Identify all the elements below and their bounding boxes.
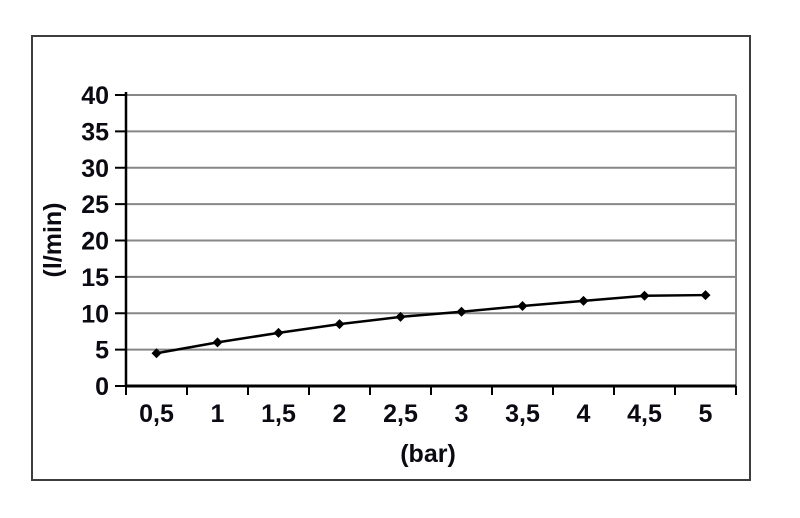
y-axis-title: (l/min) [39, 203, 67, 278]
x-tick-label: 4 [577, 400, 591, 428]
data-point-marker [212, 337, 223, 348]
y-tick-label: 35 [81, 118, 109, 146]
x-tick-label: 1 [211, 400, 225, 428]
data-point-marker [273, 327, 284, 338]
y-tick-label: 30 [81, 155, 109, 183]
data-point-marker [456, 306, 467, 317]
data-point-marker [395, 311, 406, 322]
x-tick-label: 0,5 [139, 400, 174, 428]
x-tick-label: 5 [699, 400, 713, 428]
x-axis-title: (bar) [400, 440, 456, 468]
x-tick-label: 4,5 [627, 400, 662, 428]
y-tick-label: 25 [81, 191, 109, 219]
x-tick-label: 2 [333, 400, 347, 428]
data-point-marker [151, 348, 162, 359]
data-point-marker [517, 300, 528, 311]
series-line [156, 293, 706, 355]
x-tick-label: 2,5 [383, 400, 418, 428]
y-tick-label: 20 [81, 228, 109, 256]
y-tick-label: 10 [81, 300, 109, 328]
x-tick-label: 1,5 [261, 400, 296, 428]
x-tick-label: 3,5 [505, 400, 540, 428]
chart-frame: 0 5 10 15 20 25 30 35 40 0,5 1 1,5 2 2,5 3 3,5 4 4,5 5 (l/m… [31, 35, 751, 481]
data-point-marker [578, 295, 589, 306]
data-point-marker [334, 319, 345, 330]
flow-line-chart: 0 5 10 15 20 25 30 35 40 0,5 1 1,5 2 2,5 3 3,5 4 4,5 5 (l/m… [39, 82, 737, 468]
y-tick-label: 15 [81, 264, 109, 292]
data-point-marker [700, 290, 711, 301]
data-point-marker [639, 290, 650, 301]
x-tick-label: 3 [455, 400, 469, 428]
y-tick-label: 0 [95, 373, 109, 401]
y-tick-label: 5 [95, 337, 109, 365]
y-tick-label: 40 [81, 82, 109, 110]
